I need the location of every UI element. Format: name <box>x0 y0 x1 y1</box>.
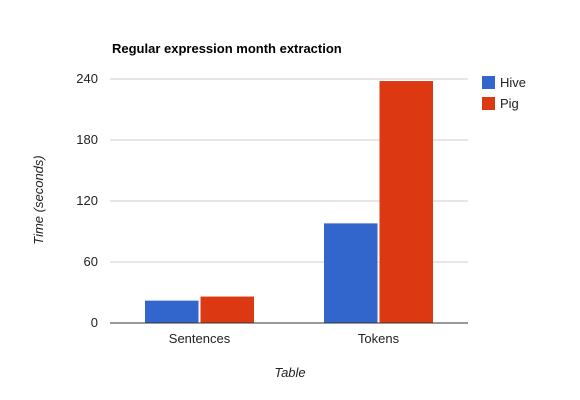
legend-swatch <box>482 97 495 110</box>
y-tick-label: 180 <box>76 132 98 147</box>
legend-item-pig[interactable]: Pig <box>482 96 519 111</box>
y-tick-label: 240 <box>76 71 98 86</box>
bar-pig-sentences[interactable] <box>200 296 255 323</box>
legend-item-hive[interactable]: Hive <box>482 75 526 90</box>
x-axis-label: Table <box>274 365 305 380</box>
y-tick-label: 0 <box>91 315 98 330</box>
x-axis-categories: Sentences Tokens <box>169 331 400 346</box>
bar-hive-tokens[interactable] <box>324 223 378 323</box>
legend-label: Hive <box>500 75 526 90</box>
y-axis-ticks: 0 60 120 180 240 <box>76 71 98 330</box>
legend[interactable]: Hive Pig <box>482 75 526 111</box>
legend-label: Pig <box>500 96 519 111</box>
chart-title: Regular expression month extraction <box>112 41 342 56</box>
x-tick-label: Sentences <box>169 331 231 346</box>
y-axis-label: Time (seconds) <box>31 155 46 244</box>
bar-hive-sentences[interactable] <box>145 300 199 323</box>
x-tick-label: Tokens <box>358 331 400 346</box>
y-tick-label: 60 <box>84 254 98 269</box>
bars <box>145 81 434 324</box>
y-tick-label: 120 <box>76 193 98 208</box>
legend-swatch <box>482 76 495 89</box>
bar-pig-tokens[interactable] <box>379 81 434 324</box>
